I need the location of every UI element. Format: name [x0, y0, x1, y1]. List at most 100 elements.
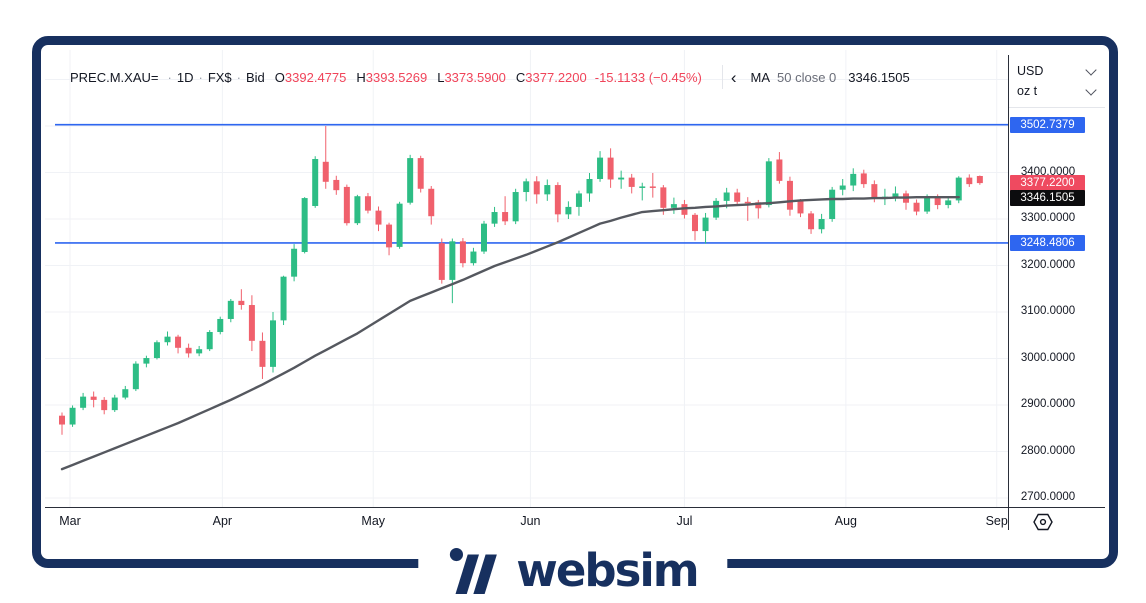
time-tick-label: Mar: [59, 514, 81, 528]
candle-body: [713, 200, 720, 218]
websim-logo: websim: [418, 538, 728, 602]
candle-body: [692, 214, 698, 232]
symbol-title[interactable]: PREC.M.XAU=: [70, 69, 159, 85]
high-label: H: [356, 69, 366, 85]
candle-body: [417, 158, 424, 189]
low-label: L: [437, 69, 445, 85]
candle-body: [438, 243, 445, 280]
candle-body: [660, 187, 667, 208]
collapse-legend-button[interactable]: ‹: [730, 67, 737, 87]
close-value: 3377.2200: [525, 69, 587, 85]
interval-label[interactable]: 1D: [176, 69, 194, 85]
ma50-line: [60, 195, 960, 471]
candle-body: [248, 305, 255, 341]
candle-body: [375, 210, 382, 225]
candle-body: [449, 241, 456, 280]
time-tick-label: May: [361, 514, 386, 528]
price-tick-label: 2900.0000: [1020, 398, 1076, 410]
candle-body: [386, 224, 393, 248]
candle-body: [354, 196, 361, 224]
unit-dropdown[interactable]: oz t: [1009, 81, 1105, 101]
candle-body: [554, 185, 561, 215]
candle-body: [850, 173, 857, 186]
candlestick-chart-pane[interactable]: [45, 48, 1008, 530]
candle-body: [312, 159, 319, 206]
candle-body: [90, 396, 97, 400]
candle-body: [723, 192, 730, 201]
candle-body: [976, 175, 983, 184]
candle-body: [407, 158, 414, 203]
price-tick-label: 3200.0000: [1020, 258, 1076, 271]
candle-body: [364, 196, 371, 211]
chevron-down-icon: [1085, 83, 1097, 96]
separator-dot: ·: [198, 69, 203, 85]
candle-body: [280, 276, 287, 321]
time-tick-label: Jul: [676, 514, 693, 528]
price-tick-label: 3100.0000: [1020, 305, 1076, 317]
candle-body: [217, 318, 224, 332]
candle-body: [945, 200, 952, 206]
price-tick-label: 3400.0000: [1020, 165, 1076, 178]
price-badge-blue: 3502.7379: [1010, 116, 1085, 133]
candle-body: [618, 177, 625, 180]
candle-body: [164, 336, 171, 343]
candle-body: [396, 203, 403, 247]
candle-body: [544, 185, 551, 195]
candle-body: [101, 399, 108, 411]
candle-body: [122, 389, 129, 398]
candle-body: [459, 241, 466, 264]
candle-body: [565, 206, 572, 215]
candle-body: [808, 213, 815, 230]
candle-body: [512, 192, 519, 222]
close-label: C: [515, 69, 526, 85]
candle-body: [491, 212, 498, 224]
open-value: 3392.4775: [284, 69, 347, 85]
candle-body: [153, 342, 160, 359]
candle-body: [597, 157, 604, 180]
candle-body: [776, 159, 783, 181]
candle-body: [291, 248, 298, 277]
low-value: 3373.5900: [444, 69, 506, 85]
ma-indicator-name[interactable]: MA: [750, 69, 771, 85]
candle-body: [744, 201, 751, 204]
candle-body: [797, 201, 804, 214]
candle-body: [765, 161, 772, 206]
chart-legend: PREC.M.XAU= · 1D · FX$ · Bid O 3392.4775…: [70, 65, 910, 89]
candle-body: [786, 180, 793, 210]
axis-settings-icon[interactable]: [1033, 513, 1053, 531]
candle-body: [649, 186, 656, 188]
candle-body: [607, 157, 614, 180]
candle-body: [143, 358, 150, 364]
price-axis[interactable]: USD oz t 3400.0000 3300.0000 3200.0000 3100…: [1008, 55, 1106, 530]
candle-body: [934, 196, 941, 206]
candle-body: [343, 186, 350, 224]
feed-label[interactable]: FX$: [207, 69, 232, 85]
open-label: O: [274, 69, 285, 85]
websim-wordmark: websim: [516, 543, 699, 597]
candle-body: [59, 415, 65, 425]
candle-body: [196, 349, 203, 354]
candle-body: [818, 219, 825, 230]
candle-body: [966, 177, 973, 185]
change-value: -15.1133 (−0.45%): [594, 69, 702, 85]
candle-body: [955, 177, 962, 201]
time-axis[interactable]: Mar Apr May Jun Jul Aug Sep: [45, 507, 1105, 536]
price-type-label[interactable]: Bid: [246, 69, 265, 85]
candle-body: [481, 223, 487, 252]
candle-body: [111, 397, 118, 411]
currency-dropdown[interactable]: USD: [1009, 61, 1105, 81]
ma-indicator-params: 50 close 0: [777, 69, 837, 85]
price-badge-black: 3346.1505: [1010, 189, 1085, 206]
unit-value: oz t: [1017, 84, 1038, 98]
price-badge-red: 3377.2200: [1010, 175, 1085, 192]
candle-body: [270, 320, 276, 367]
price-badge-blue: 3248.4806: [1010, 234, 1085, 251]
price-tick-label: 3300.0000: [1020, 212, 1076, 224]
candle-body: [575, 193, 582, 207]
candle-body: [829, 189, 836, 219]
candle-body: [322, 161, 329, 182]
websim-w-icon: [449, 547, 497, 594]
price-tick-label: 2700.0000: [1020, 491, 1076, 503]
candle-body: [470, 251, 477, 264]
